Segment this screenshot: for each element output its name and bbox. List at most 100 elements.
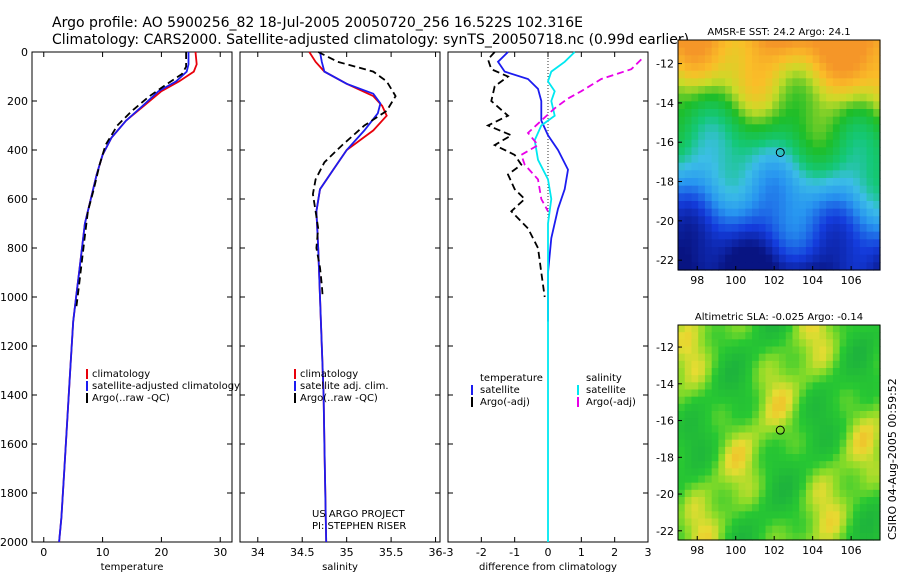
altimetric-sla-map-cell (738, 396, 746, 405)
amsr-sst-map-cell (839, 47, 847, 56)
altimetric-sla-map-cell (691, 532, 699, 541)
amsr-sst-map-cell (785, 147, 794, 156)
altimetric-sla-map-cell (684, 411, 693, 419)
altimetric-sla-map-cell (846, 461, 854, 469)
altimetric-sla-map-cell (859, 482, 868, 491)
amsr-sst-map-cell (805, 254, 814, 263)
altimetric-sla-map-cell (691, 389, 699, 398)
amsr-sst-map-cell (785, 231, 794, 240)
amsr-sst-map-cell (832, 231, 841, 240)
altimetric-sla-map-cell (704, 360, 713, 369)
altimetric-sla-map-cell (792, 482, 800, 491)
amsr-sst-map-cell (711, 155, 719, 164)
altimetric-sla-map-cell (725, 332, 733, 340)
altimetric-sla-map-cell (752, 389, 760, 398)
altimetric-sla-map-cell (711, 332, 719, 340)
amsr-sst-map-cell (839, 139, 847, 148)
amsr-sst-map-cell (691, 170, 699, 179)
altimetric-sla-map-cell (799, 482, 807, 491)
altimetric-sla-map-cell (738, 482, 746, 491)
amsr-sst-map-cell (866, 178, 874, 187)
altimetric-sla-map-cell (745, 489, 753, 498)
altimetric-sla-map-cell (772, 396, 780, 405)
altimetric-sla-map-cell (711, 518, 719, 527)
amsr-sst-map-cell (752, 124, 760, 133)
altimetric-sla-map-cell (779, 454, 787, 462)
altimetric-sla-map-cell (873, 475, 881, 484)
amsr-sst-map-cell (859, 93, 868, 102)
altimetric-sla-map-cell (758, 360, 767, 369)
amsr-sst-map-cell (684, 162, 693, 171)
amsr-sst-map-cell (839, 116, 847, 125)
amsr-sst-map-cell (711, 147, 719, 156)
altimetric-sla-map-cell (785, 532, 794, 541)
altimetric-sla-map-cell (758, 368, 767, 376)
amsr-sst-map-cell (799, 224, 807, 233)
amsr-sst-map-cell (678, 40, 686, 49)
amsr-sst-map-cell (684, 247, 693, 256)
temperature-profile-xlabel: temperature (101, 562, 164, 573)
amsr-sst-map-cell (765, 170, 773, 179)
altimetric-sla-map-cell (765, 411, 773, 419)
amsr-sst-map-cell (704, 101, 713, 110)
altimetric-sla-map-cell (792, 446, 800, 455)
altimetric-sla-map-cell (873, 497, 881, 505)
altimetric-sla-map-cell (745, 375, 753, 383)
amsr-sst-map-cell (819, 70, 827, 79)
amsr-sst-map-cell (826, 132, 834, 141)
altimetric-sla-map-cell (678, 346, 686, 355)
amsr-sst-map-cell (725, 109, 733, 118)
altimetric-sla-map-cell (758, 504, 767, 512)
altimetric-sla-map-cell (765, 425, 773, 434)
altimetric-sla-map-cell (718, 425, 726, 434)
amsr-sst-map-cell (846, 170, 854, 179)
altimetric-sla-map-cell (704, 339, 713, 348)
amsr-sst-map-cell (704, 239, 713, 248)
altimetric-sla-map-cell (853, 446, 861, 455)
altimetric-sla-map-cell (772, 439, 780, 448)
altimetric-sla-map-cell (725, 411, 733, 419)
amsr-sst-map-cell (792, 55, 800, 64)
amsr-sst-map-cell (691, 101, 699, 110)
amsr-sst-map-cell (839, 208, 847, 217)
altimetric-sla-map-cell (758, 446, 767, 455)
altimetric-sla-map-cell (846, 389, 854, 398)
altimetric-sla-map-cell (758, 432, 767, 441)
amsr-sst-map-cell (873, 162, 881, 171)
amsr-sst-map-cell (752, 109, 760, 118)
amsr-sst-map-cell (745, 239, 753, 248)
amsr-sst-map-cell (779, 224, 787, 233)
amsr-sst-map-cell (866, 147, 874, 156)
altimetric-sla-map-cell (745, 525, 753, 534)
amsr-sst-map-cell (826, 216, 834, 225)
amsr-sst-map-cell (819, 124, 827, 133)
amsr-sst-map-cell (725, 208, 733, 217)
altimetric-sla-map-cell (738, 425, 746, 434)
altimetric-sla-map-cell (853, 468, 861, 477)
amsr-sst-map-cell (866, 231, 874, 240)
amsr-sst-map-cell (826, 231, 834, 240)
altimetric-sla-map-cell (785, 425, 794, 434)
amsr-sst-map-cell (745, 162, 753, 171)
altimetric-sla-map-cell (745, 382, 753, 391)
amsr-sst-map-cell (718, 101, 726, 110)
altimetric-sla-map-cell (805, 339, 814, 348)
amsr-sst-map-cell (725, 55, 733, 64)
altimetric-sla-map-cell (839, 353, 847, 362)
altimetric-sla-map-cell (765, 511, 773, 520)
amsr-sst-map-cell (819, 147, 827, 156)
altimetric-sla-map-cell (684, 403, 693, 412)
amsr-sst-map-cell (731, 254, 740, 263)
altimetric-sla-map-cell (691, 418, 699, 426)
amsr-sst-map-cell (839, 262, 847, 271)
altimetric-sla-map-cell (731, 353, 740, 362)
altimetric-sla-map-cell (805, 446, 814, 455)
amsr-sst-map-cell (866, 93, 874, 102)
amsr-sst-map-cell (725, 86, 733, 95)
altimetric-sla-map-cell (853, 532, 861, 541)
altimetric-sla-map-cell (684, 325, 693, 333)
amsr-sst-map-cell (832, 216, 841, 225)
difference-legend-label: satellite (586, 385, 626, 396)
altimetric-sla-map-cell (745, 353, 753, 362)
altimetric-sla-map-cell (725, 475, 733, 484)
